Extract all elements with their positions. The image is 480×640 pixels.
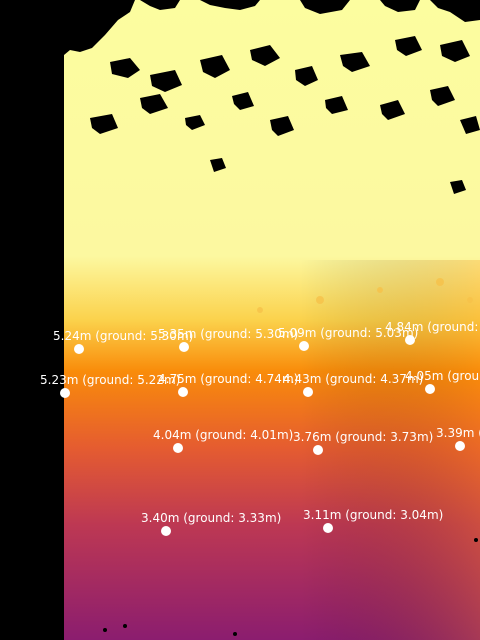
bottom-noise: [103, 538, 478, 636]
marker-2: [179, 342, 189, 352]
depth-label-3: 5.09m (ground: 5.03m): [278, 326, 419, 340]
marker-7: [303, 387, 313, 397]
depth-label-13: 3.11m (ground: 3.04m): [303, 508, 444, 522]
depth-label-7: 4.43m (ground: 4.37m): [283, 372, 424, 386]
depth-transition-speckle: [257, 278, 473, 313]
marker-1: [74, 344, 84, 354]
depth-label-5: 5.23m (ground: 5.22m): [40, 373, 181, 387]
depth-label-9: 4.04m (ground: 4.01m): [153, 428, 294, 442]
depth-label-1: 5.24m (ground: 5.30m): [53, 329, 194, 343]
marker-13: [323, 523, 333, 533]
marker-11: [455, 441, 465, 451]
marker-10: [313, 445, 323, 455]
marker-6: [178, 387, 188, 397]
depth-label-8: 4.05m (ground: 4.01m): [405, 369, 480, 383]
marker-5: [60, 388, 70, 398]
depth-label-2: 5.35m (ground: 5.30m): [158, 327, 299, 341]
depth-dropout-noise: [64, 0, 480, 194]
depth-label-10: 3.76m (ground: 3.73m): [293, 430, 434, 444]
invalid-depth-band: [0, 0, 64, 640]
marker-8: [425, 384, 435, 394]
depth-right-tint: [300, 260, 480, 640]
measurement-markers: [60, 335, 465, 536]
depth-label-6: 4.75m (ground: 4.74m): [158, 372, 299, 386]
marker-9: [173, 443, 183, 453]
marker-3: [299, 341, 309, 351]
depth-label-11: 3.39m (ground: 3.34m): [436, 426, 480, 440]
marker-12: [161, 526, 171, 536]
depth-label-4: 4.84m (ground: 4.84m): [385, 320, 480, 334]
depth-label-12: 3.40m (ground: 3.33m): [141, 511, 282, 525]
marker-4: [405, 335, 415, 345]
